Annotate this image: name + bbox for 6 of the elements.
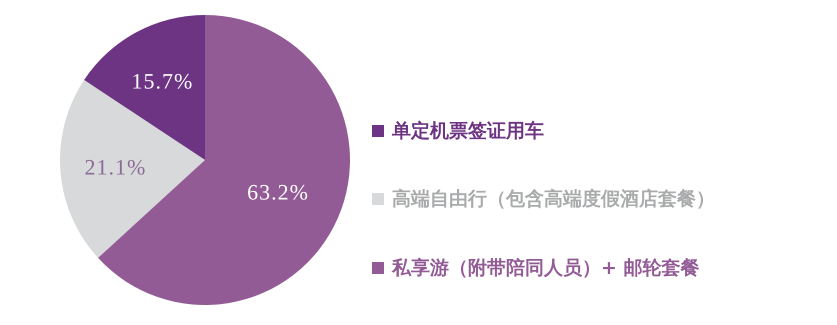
legend-label: 私享游（附带陪同人员）+ 邮轮套餐 xyxy=(391,257,700,279)
data-label: 63.2% xyxy=(247,180,309,205)
data-label: 21.1% xyxy=(84,154,146,180)
legend-label: 单定机票签证用车 xyxy=(391,120,544,142)
legend-label: 高端自由行（包含高端度假酒店套餐） xyxy=(392,188,715,210)
data-label: 15.7% xyxy=(132,68,194,94)
